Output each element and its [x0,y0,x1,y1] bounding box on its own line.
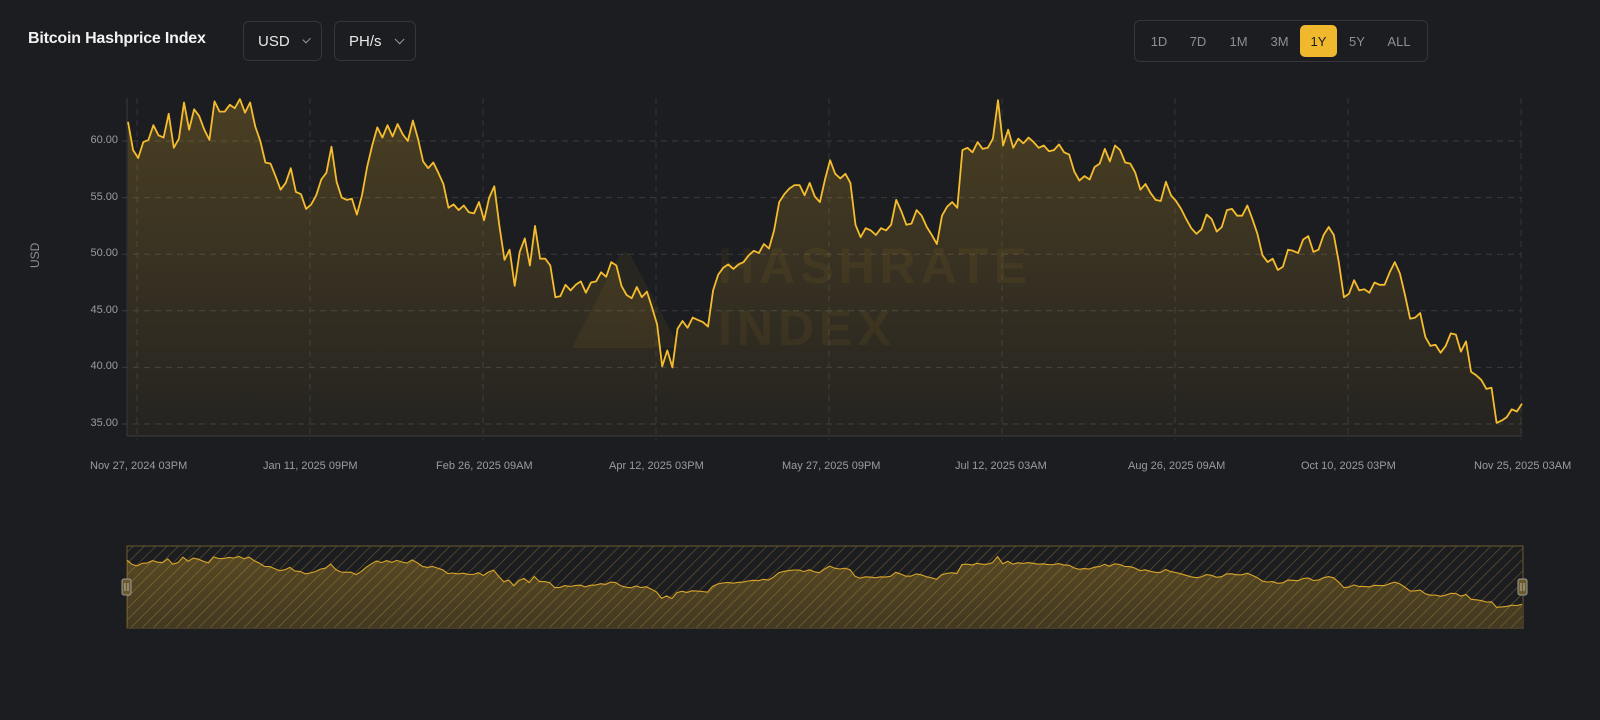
x-tick-label: Oct 10, 2025 03PM [1301,460,1396,472]
y-tick-label: 35.00 [90,417,118,429]
x-tick-label: Feb 26, 2025 09AM [436,460,533,472]
currency-select[interactable]: USD [243,21,322,61]
range-1d-button[interactable]: 1D [1150,33,1168,49]
x-tick-label: May 27, 2025 09PM [782,460,881,472]
unit-select[interactable]: PH/s [334,21,416,61]
y-tick-label: 60.00 [90,134,118,146]
navigator[interactable] [121,545,1528,629]
y-tick-label: 40.00 [90,360,118,373]
page-title: Bitcoin Hashprice Index [28,30,206,47]
range-all-button[interactable]: ALL [1387,33,1411,49]
range-5y-button[interactable]: 5Y [1349,33,1365,49]
x-tick-label: Apr 12, 2025 03PM [609,460,704,472]
range-1y-button[interactable]: 1Y [1300,25,1337,57]
time-range-selector: 1D 7D 1M 3M 1Y 5Y ALL [1134,20,1428,62]
price-area [128,99,1522,436]
x-tick-label: Nov 27, 2024 03PM [90,460,188,472]
range-1m-button[interactable]: 1M [1229,33,1248,49]
range-3m-button[interactable]: 3M [1270,33,1289,49]
x-tick-label: Jan 11, 2025 09PM [263,460,358,472]
y-tick-label: 50.00 [90,247,118,260]
x-tick-label: Aug 26, 2025 09AM [1128,460,1226,472]
x-tick-label: Jul 12, 2025 03AM [955,460,1047,472]
x-tick-label: Nov 25, 2025 03AM [1474,460,1572,472]
navigator-right-handle-icon[interactable] [1517,578,1528,596]
y-tick-label: 45.00 [90,303,118,316]
unit-select-value: PH/s [349,32,382,50]
range-7d-button[interactable]: 7D [1189,33,1207,49]
currency-select-value: USD [258,32,290,50]
navigator-left-handle-icon[interactable] [121,578,132,596]
price-line [127,98,1523,424]
y-tick-label: 55.00 [90,190,118,203]
